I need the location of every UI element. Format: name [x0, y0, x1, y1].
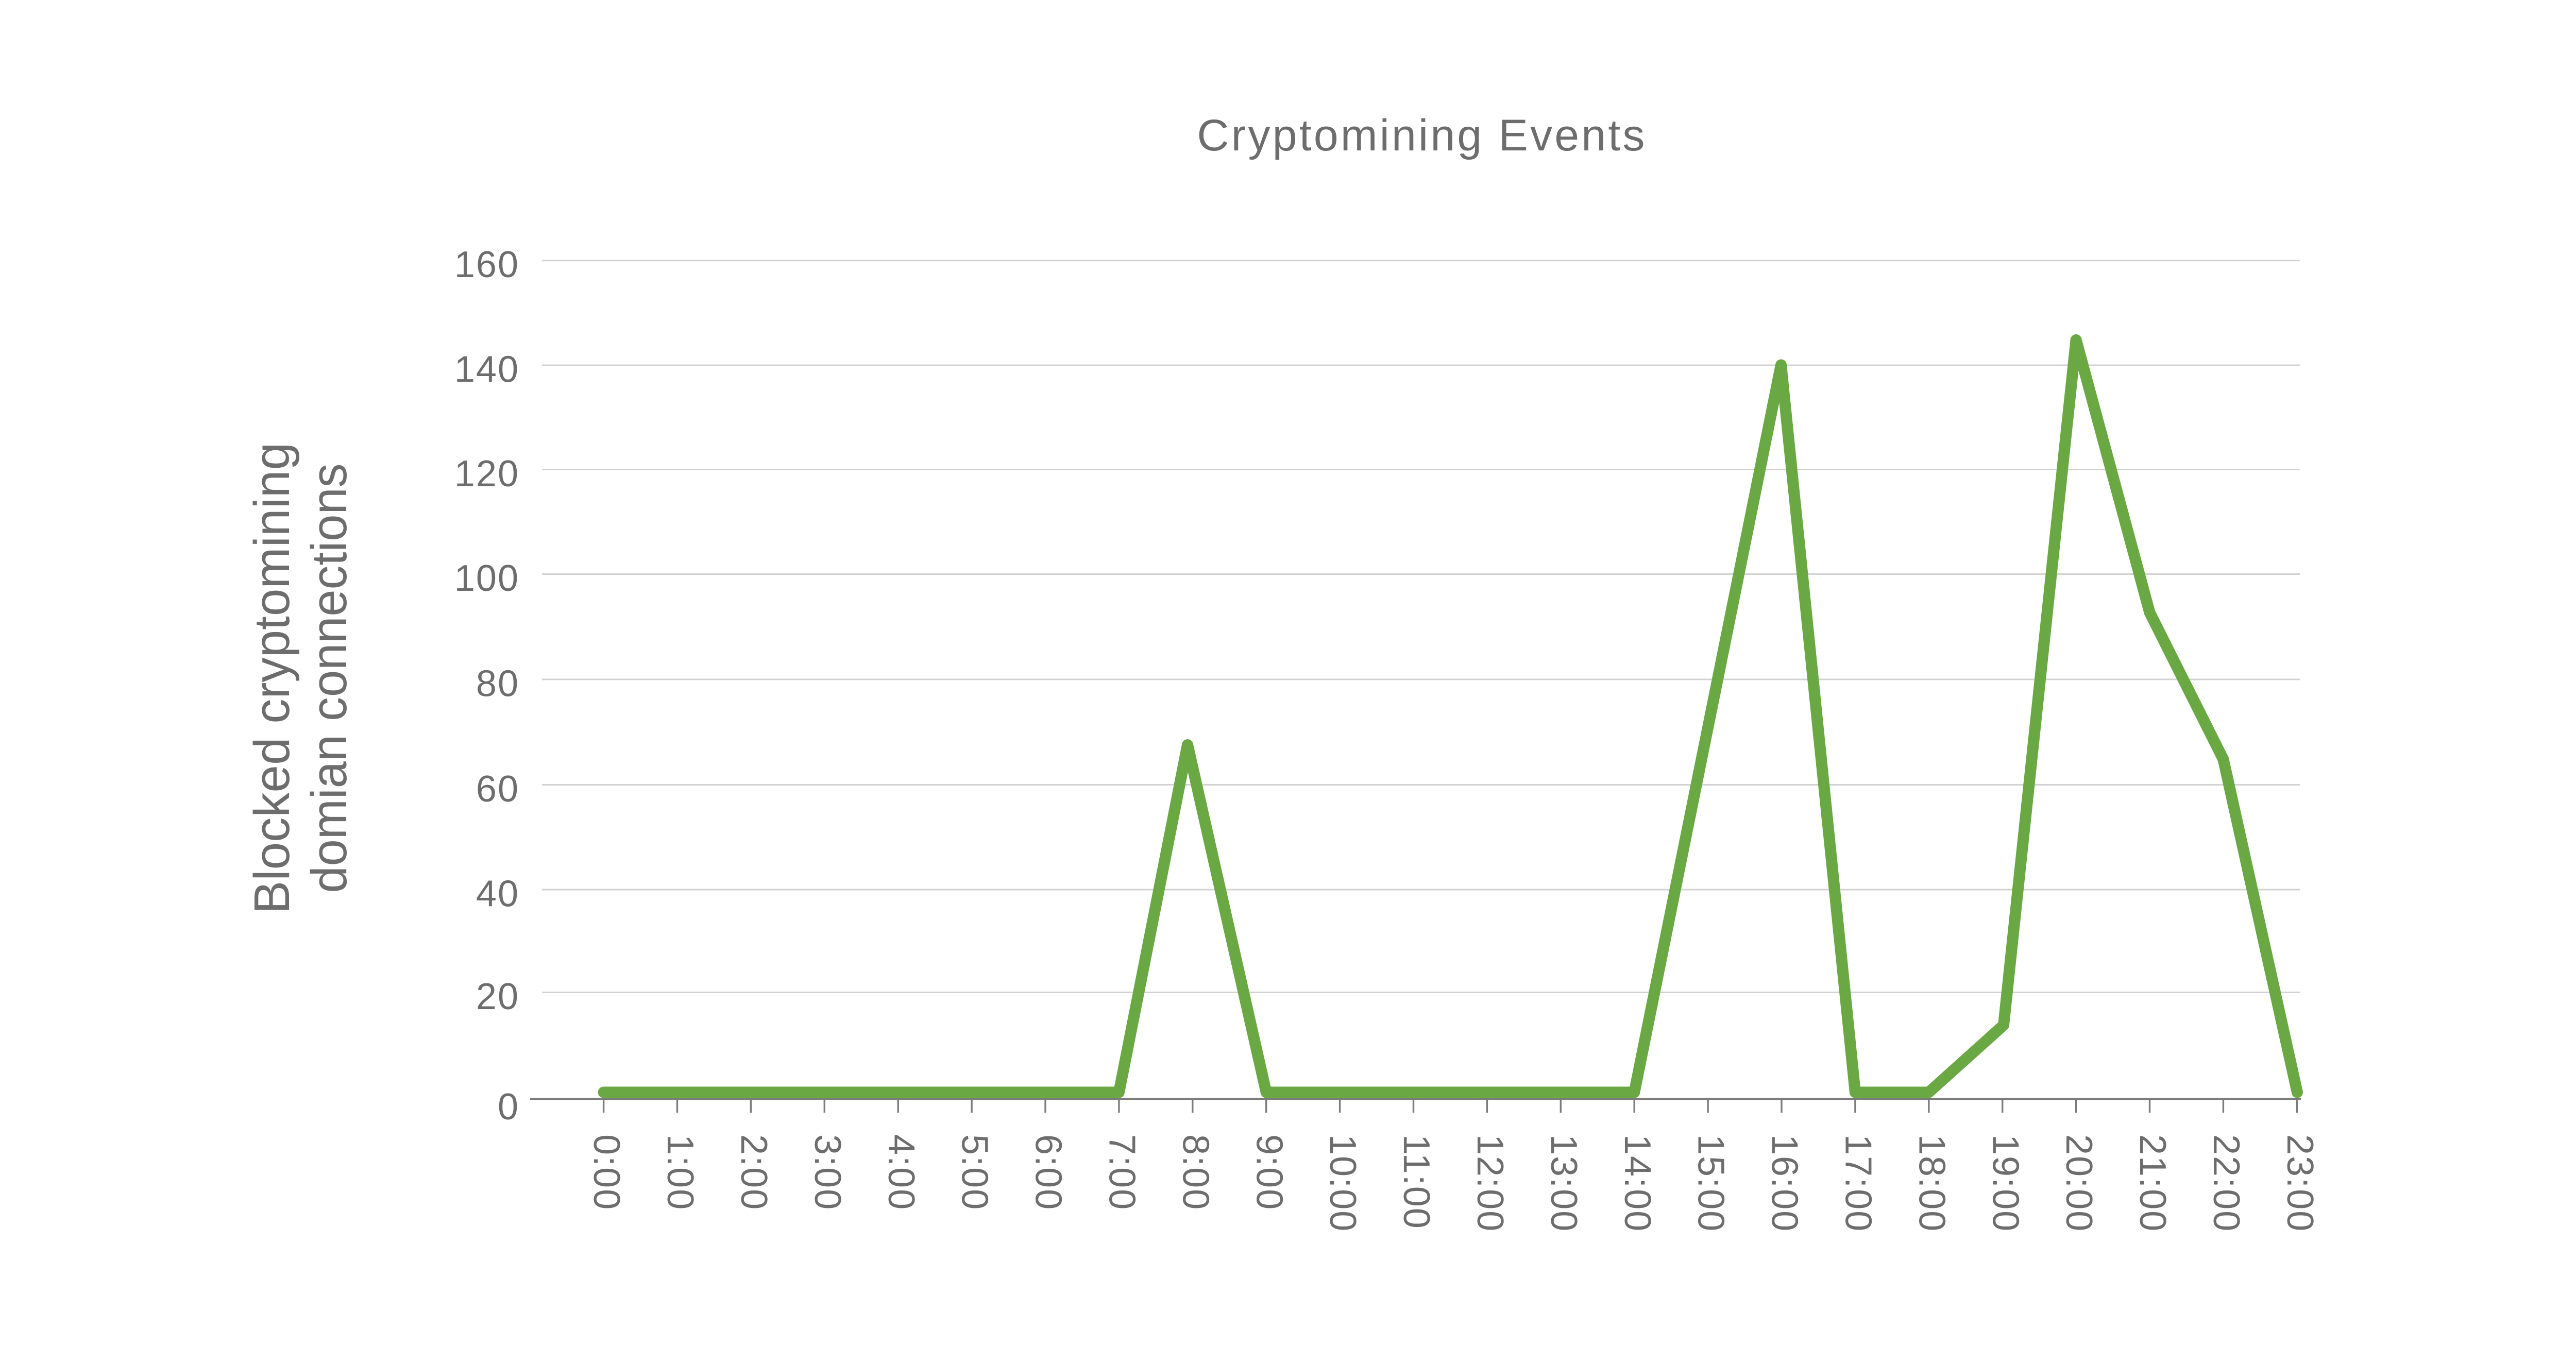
svg-text:13:00: 13:00	[1543, 1134, 1584, 1232]
svg-text:160: 160	[454, 244, 519, 285]
svg-text:20:00: 20:00	[2058, 1134, 2099, 1232]
svg-text:22:00: 22:00	[2206, 1134, 2247, 1232]
svg-text:60: 60	[476, 769, 519, 810]
svg-text:0: 0	[498, 1086, 519, 1128]
svg-text:7:00: 7:00	[1101, 1134, 1143, 1211]
svg-text:40: 40	[476, 874, 519, 915]
svg-text:100: 100	[454, 558, 519, 599]
svg-text:1:00: 1:00	[659, 1134, 701, 1211]
svg-text:11:00: 11:00	[1396, 1134, 1437, 1230]
svg-text:140: 140	[454, 349, 519, 390]
svg-text:12:00: 12:00	[1469, 1134, 1511, 1232]
svg-text:20: 20	[476, 976, 519, 1017]
svg-text:Blocked cryptominingdomian con: Blocked cryptominingdomian connections	[244, 442, 357, 914]
svg-text:5:00: 5:00	[954, 1134, 995, 1211]
svg-text:15:00: 15:00	[1690, 1134, 1732, 1232]
svg-text:9:00: 9:00	[1248, 1134, 1290, 1211]
svg-text:21:00: 21:00	[2132, 1134, 2173, 1232]
svg-text:0:00: 0:00	[586, 1134, 627, 1211]
svg-text:23:00: 23:00	[2279, 1134, 2320, 1232]
svg-text:2:00: 2:00	[733, 1134, 774, 1211]
svg-text:16:00: 16:00	[1764, 1134, 1805, 1232]
svg-text:3:00: 3:00	[807, 1134, 848, 1211]
svg-text:17:00: 17:00	[1838, 1134, 1879, 1232]
svg-text:6:00: 6:00	[1028, 1134, 1069, 1211]
svg-text:8:00: 8:00	[1175, 1134, 1216, 1211]
svg-text:14:00: 14:00	[1617, 1134, 1658, 1232]
svg-text:4:00: 4:00	[880, 1134, 922, 1211]
svg-text:10:00: 10:00	[1322, 1134, 1363, 1232]
svg-text:120: 120	[454, 453, 519, 495]
svg-text:80: 80	[476, 663, 519, 705]
svg-text:18:00: 18:00	[1911, 1134, 1952, 1232]
svg-text:Cryptomining Events: Cryptomining Events	[1197, 111, 1647, 160]
svg-text:19:00: 19:00	[1985, 1134, 2026, 1232]
